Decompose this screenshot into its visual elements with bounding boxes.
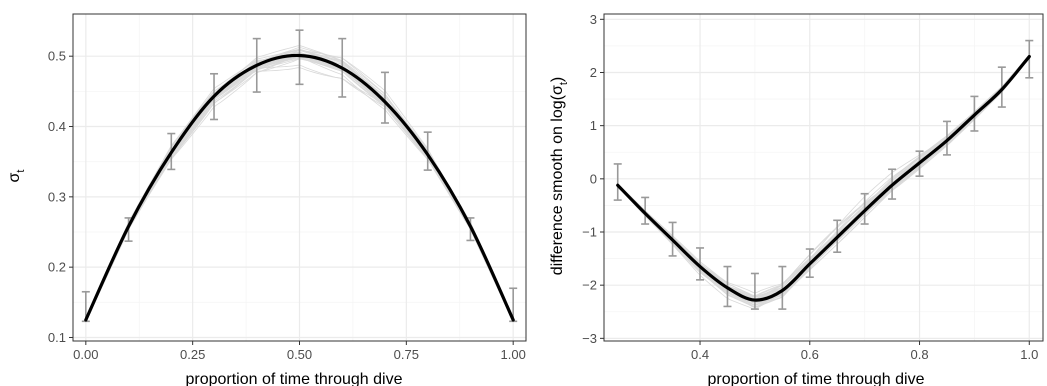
difference-x-tick-label: 0.4 [691, 347, 709, 362]
sigma-y-tick-label: 0.2 [48, 260, 66, 275]
panel-difference-y-title-tail: ) [549, 77, 566, 82]
difference-y-tick-label: 2 [590, 65, 597, 80]
panel-difference-mean-curve [616, 54, 1031, 302]
sigma-x-tick-label: 0.00 [73, 347, 98, 362]
sigma-x-tick-label: 0.50 [287, 347, 312, 362]
difference-mean-line [616, 54, 1031, 302]
panel-difference-y-title-sub: t [558, 82, 570, 85]
difference-y-tick-label: −2 [582, 278, 597, 293]
difference-y-tick-label: −3 [582, 331, 597, 346]
panel-difference-y-title-base: difference smooth on log(σ [549, 85, 566, 275]
difference-panel-background [604, 14, 1043, 341]
panel-sigma-x-axis-title: proportion of time through dive [185, 371, 402, 386]
sigma-y-tick-label: 0.1 [48, 330, 66, 345]
sigma-y-tick-label: 0.4 [48, 119, 66, 134]
difference-sample-curve [617, 56, 1030, 301]
sigma-x-tick-label: 1.00 [501, 347, 526, 362]
difference-y-tick-label: 3 [590, 12, 597, 27]
sigma-mean-line [84, 53, 515, 322]
panel-difference-y-axis-title: difference smooth on log(σt) [549, 77, 570, 276]
difference-y-tick-label: 1 [590, 118, 597, 133]
panel-sigma-ticks: 0.00 0.25 0.50 0.75 1.00 0.1 0.2 0.3 0.4 0.5 [48, 49, 526, 362]
panel-difference-x-axis-title: proportion of time through dive [707, 371, 924, 386]
difference-x-tick-label: 0.6 [801, 347, 819, 362]
panel-sigma-mean-curve [84, 53, 515, 322]
difference-x-tick-label: 0.8 [910, 347, 928, 362]
panel-difference-smooth: 0.4 0.6 0.8 1.0 −3 −2 −1 0 1 2 3 proportion of tim… [549, 12, 1044, 386]
difference-y-tick-label: 0 [590, 171, 597, 186]
difference-x-tick-label: 1.0 [1020, 347, 1038, 362]
sigma-y-tick-label: 0.3 [48, 189, 66, 204]
panel-sigma-y-axis-title: σt [6, 170, 27, 183]
panel-sigma-y-title-base: σ [6, 172, 23, 182]
panel-sigma: 0.00 0.25 0.50 0.75 1.00 0.1 0.2 0.3 0.4 0.5 prop… [6, 13, 527, 386]
difference-y-tick-label: −1 [582, 225, 597, 240]
panel-difference-ticks: 0.4 0.6 0.8 1.0 −3 −2 −1 0 1 2 3 [582, 12, 1038, 362]
panel-difference-grid [604, 14, 1043, 341]
panel-sigma-y-title-sub: t [15, 170, 27, 173]
sigma-y-tick-label: 0.5 [48, 49, 66, 64]
panel-difference-border [603, 13, 1044, 342]
sigma-x-tick-label: 0.75 [394, 347, 419, 362]
sigma-x-tick-label: 0.25 [180, 347, 205, 362]
